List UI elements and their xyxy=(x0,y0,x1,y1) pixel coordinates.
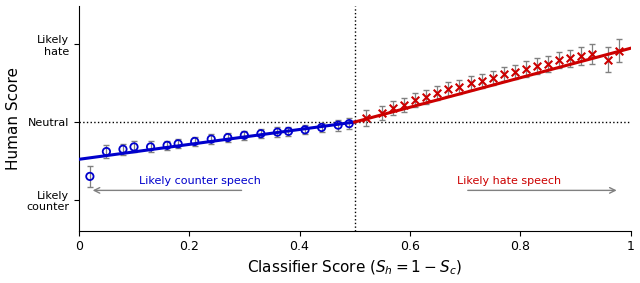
Point xyxy=(129,145,139,149)
Point xyxy=(444,87,454,92)
Point xyxy=(300,128,310,132)
Point xyxy=(532,64,542,68)
Point xyxy=(543,61,553,66)
Point xyxy=(239,133,250,138)
Point xyxy=(465,81,476,85)
Text: Likely counter speech: Likely counter speech xyxy=(140,176,261,186)
Point xyxy=(344,121,355,126)
Point xyxy=(84,174,95,179)
Point xyxy=(256,131,266,136)
Point xyxy=(272,130,282,134)
Point xyxy=(145,145,156,149)
Point xyxy=(488,76,498,80)
Point xyxy=(223,135,233,140)
Point xyxy=(476,79,486,83)
Point xyxy=(316,125,326,130)
Point xyxy=(377,110,387,115)
Point xyxy=(206,137,216,142)
Point xyxy=(360,116,371,121)
Point xyxy=(118,147,128,151)
Point xyxy=(284,129,294,134)
Point xyxy=(587,52,597,56)
Point xyxy=(604,58,614,62)
Point xyxy=(432,90,442,95)
Point xyxy=(173,142,183,146)
Point xyxy=(189,139,200,144)
Point xyxy=(162,143,172,148)
Point xyxy=(509,69,520,74)
X-axis label: Classifier Score ($S_h = 1 - S_c$): Classifier Score ($S_h = 1 - S_c$) xyxy=(247,259,462,277)
Text: Likely hate speech: Likely hate speech xyxy=(457,176,561,186)
Point xyxy=(399,103,410,107)
Point xyxy=(410,98,420,102)
Point xyxy=(454,85,465,89)
Point xyxy=(614,48,625,53)
Point xyxy=(421,95,431,99)
Point xyxy=(564,56,575,61)
Point xyxy=(499,72,509,76)
Point xyxy=(333,123,343,127)
Y-axis label: Human Score: Human Score xyxy=(6,67,20,170)
Point xyxy=(388,106,399,110)
Point xyxy=(554,58,564,62)
Point xyxy=(101,149,111,154)
Point xyxy=(576,54,586,58)
Point xyxy=(520,67,531,72)
